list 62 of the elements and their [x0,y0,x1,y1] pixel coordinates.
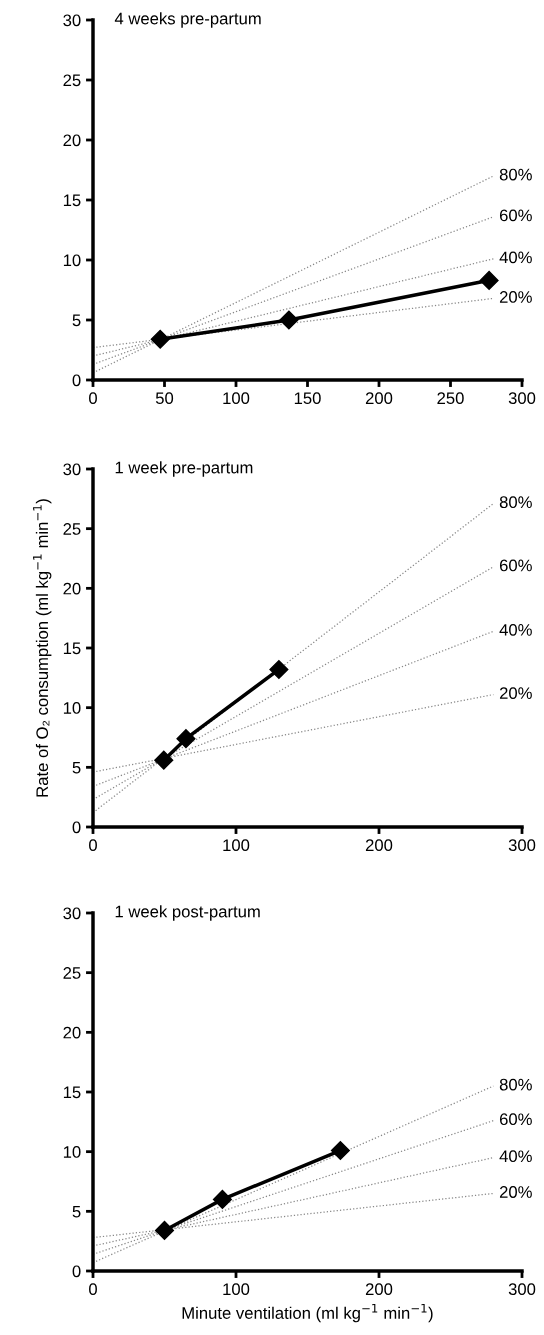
x-tick-label: 0 [89,839,97,852]
series-label: 80% [499,496,532,509]
chart-title: 1 week pre-partum [115,461,253,477]
series-label: 40% [499,251,532,264]
point [479,270,499,290]
point [212,1189,232,1209]
series-label: 40% [499,1150,532,1163]
x-tick-label: 150 [294,392,321,405]
series-label: 60% [499,559,532,572]
point [330,1140,350,1161]
x-tick-label: 100 [223,1283,250,1296]
y-tick-label: 5 [72,761,81,774]
series-label: 60% [499,209,532,222]
y-tick-label: 20 [63,582,81,595]
y-axis-title: Rate of O₂ consumption (ml kg$^{−1}$ min$^{−1}$) [33,499,52,797]
x-tick-label: 0 [89,1283,97,1296]
x-tick-label: 300 [508,392,536,405]
series-label: 60% [499,1113,532,1126]
point [150,329,170,349]
point [176,729,196,749]
point [269,659,289,680]
y-tick-label: 25 [63,523,81,535]
x-tick-label: 100 [223,392,250,405]
x-axis-title: Minute ventilation (ml kg$^{−1}$ min$^{−1}$) [182,1303,433,1323]
y-tick-label: 5 [72,1205,81,1218]
y-tick-label: 30 [63,907,81,920]
y-tick-label: 20 [63,134,81,147]
y-tick-label: 30 [63,14,81,27]
y-tick-label: 10 [63,254,81,267]
y-tick-label: 30 [63,463,81,476]
y-tick-label: 0 [72,821,81,834]
x-tick-label: 200 [365,839,393,852]
x-tick-label: 300 [508,839,536,852]
point [154,750,174,770]
y-tick-label: 15 [63,1086,81,1099]
x-tick-label: 0 [89,392,97,405]
series-label: 40% [499,623,532,636]
y-tick-label: 20 [63,1026,81,1039]
y-tick-label: 10 [63,1146,81,1158]
y-tick-label: 10 [63,702,81,714]
y-tick-label: 15 [63,642,81,655]
y-tick-label: 25 [63,967,81,979]
series-label: 80% [499,1078,532,1091]
chart-title: 1 week post-partum [115,905,260,921]
x-tick-label: 200 [365,392,393,405]
point [154,1220,175,1240]
y-tick-label: 0 [72,1265,81,1278]
chart-title: 4 weeks pre-partum [114,12,261,28]
series-label: 20% [499,1186,532,1198]
y-tick-label: 25 [63,74,81,87]
y-tick-label: 0 [72,374,81,387]
x-tick-label: 300 [508,1283,536,1296]
point [279,310,299,330]
x-tick-label: 50 [155,392,174,405]
x-tick-label: 250 [437,392,464,405]
y-tick-label: 15 [63,194,81,207]
x-tick-label: 200 [365,1283,393,1296]
series-label: 20% [499,291,532,303]
x-tick-label: 100 [223,839,250,852]
series-label: 80% [499,168,532,181]
series-label: 20% [499,687,532,700]
y-tick-label: 5 [72,314,81,327]
